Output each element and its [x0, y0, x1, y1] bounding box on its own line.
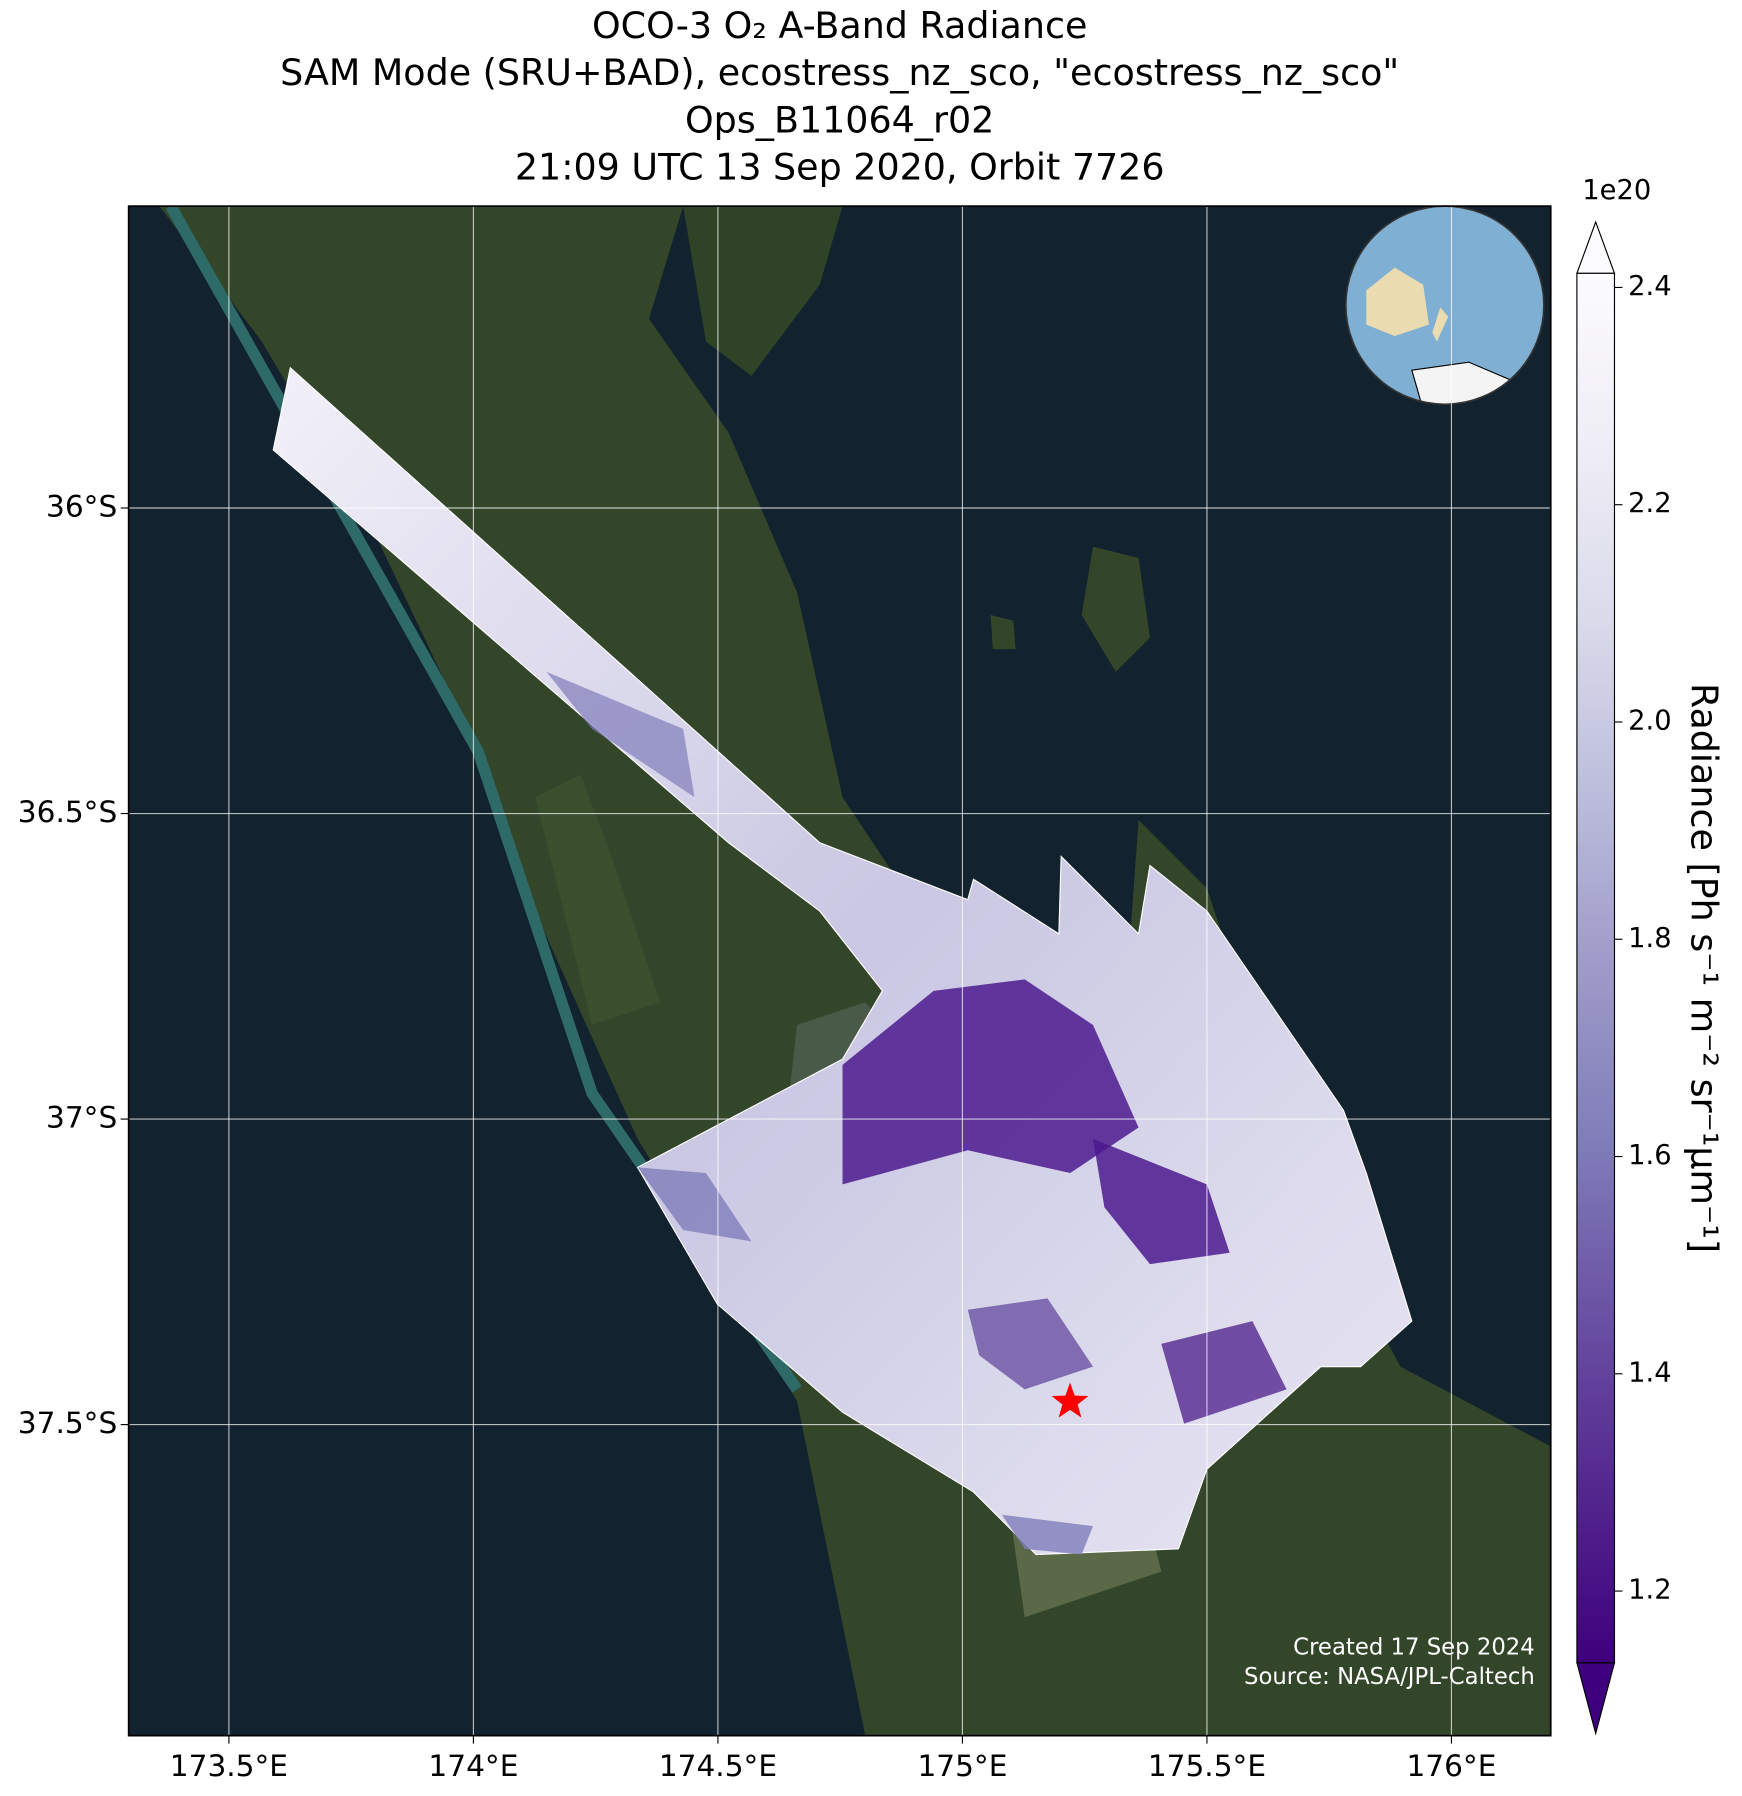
chart-title: 21:09 UTC 13 Sep 2020, Orbit 7726: [515, 146, 1165, 189]
colorbar-extend-min: [1576, 1662, 1616, 1736]
x-tick-label: 175°E: [917, 1749, 1007, 1783]
map-frame: [127, 205, 1552, 1737]
colorbar-tick-label: 1.2: [1628, 1575, 1671, 1606]
colorbar-extend-max: [1576, 220, 1616, 274]
chart-title: OCO-3 O₂ A-Band Radiance: [592, 4, 1087, 47]
x-tick-label: 174°E: [428, 1749, 518, 1783]
colorbar-tick-label: 2.4: [1628, 271, 1671, 302]
colorbar-tick-label: 1.6: [1628, 1140, 1671, 1171]
colorbar-tick-label: 1.4: [1628, 1357, 1671, 1388]
colorbar-tick-label: 2.2: [1628, 488, 1671, 519]
y-tick-label: 36.5°S: [18, 795, 117, 829]
y-tick-label: 36°S: [46, 490, 117, 524]
colorbar-exponent: 1e20: [1582, 175, 1651, 206]
site-marker: [1051, 1382, 1089, 1418]
x-tick-label: 176°E: [1406, 1749, 1496, 1783]
grid: [128, 206, 1551, 1736]
chart-title: SAM Mode (SRU+BAD), ecostress_nz_sco, "e…: [280, 51, 1399, 94]
footer-note: Created 17 Sep 2024: [1293, 1634, 1535, 1660]
colorbar: [1576, 272, 1616, 1664]
colorbar-label: Radiance [Ph s⁻¹ m⁻² sr⁻¹μm⁻¹]: [1683, 683, 1726, 1253]
x-tick-label: 174.5°E: [659, 1749, 777, 1783]
y-tick-label: 37.5°S: [18, 1406, 117, 1440]
swath: [272, 366, 1413, 1556]
chart-title: Ops_B11064_r02: [685, 98, 994, 141]
x-tick-label: 173.5°E: [170, 1749, 288, 1783]
x-tick-label: 175.5°E: [1148, 1749, 1266, 1783]
footer-note: Source: NASA/JPL-Caltech: [1244, 1664, 1535, 1690]
colorbar-tick-label: 1.8: [1628, 923, 1671, 954]
colorbar-tick-label: 2.0: [1628, 705, 1671, 736]
y-tick-label: 37°S: [46, 1101, 117, 1135]
